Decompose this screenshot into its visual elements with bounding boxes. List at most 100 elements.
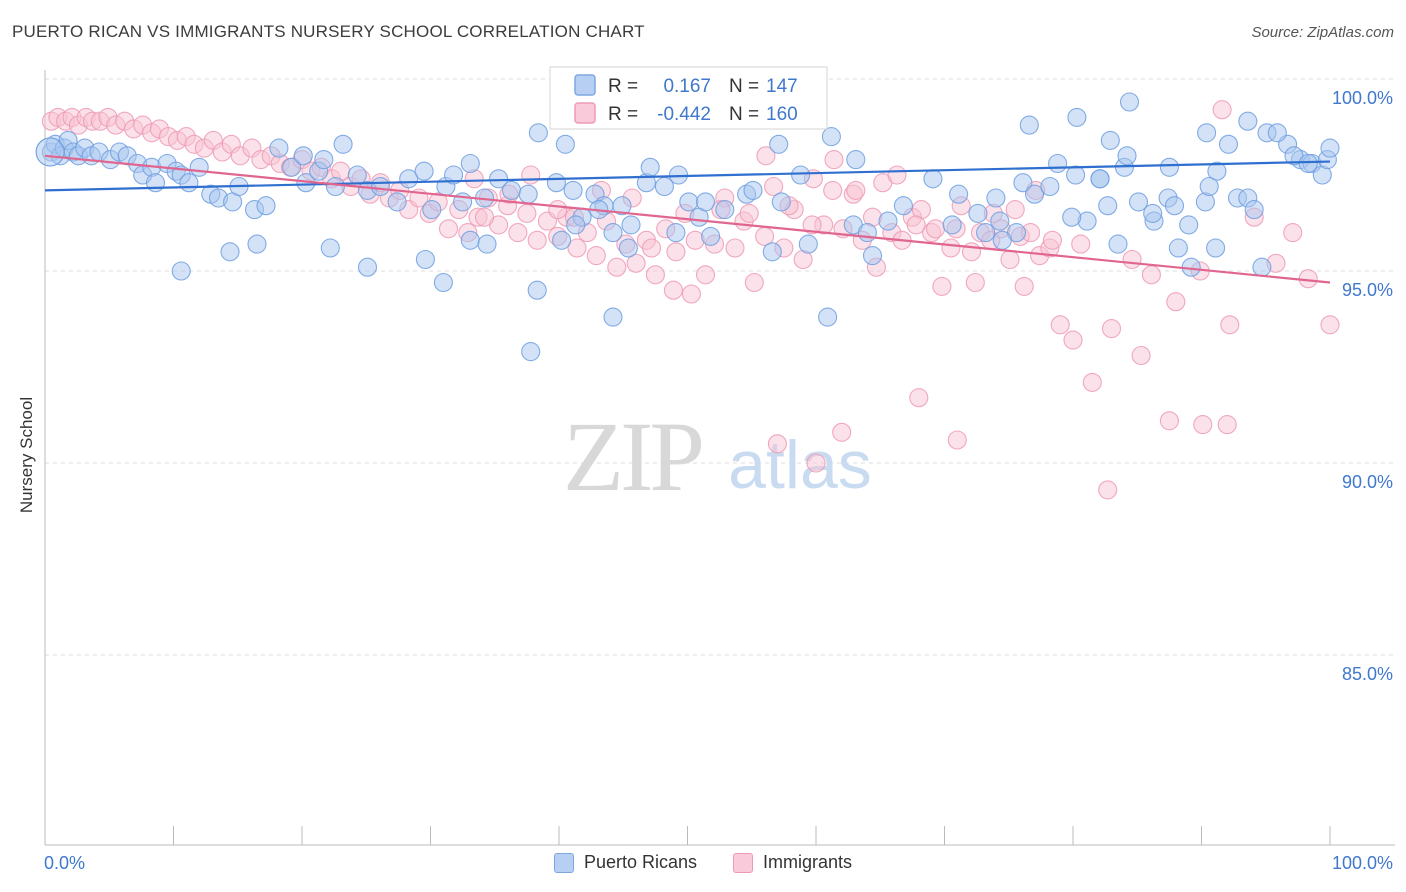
puerto-ricans-point — [1066, 165, 1086, 185]
immigrants-point — [1000, 249, 1020, 270]
puerto-ricans-point — [269, 138, 289, 158]
immigrants-point — [823, 180, 843, 200]
puerto-ricans-point — [1100, 130, 1120, 150]
legend-label-puerto-ricans: Puerto Ricans — [583, 852, 698, 872]
puerto-ricans-point — [1090, 169, 1110, 189]
puerto-ricans-point — [563, 180, 583, 200]
y-tick-label: 85.0% — [1342, 664, 1393, 684]
stats-legend-swatch — [574, 102, 596, 124]
immigrants-point — [1166, 292, 1186, 312]
immigrants-point — [756, 146, 776, 166]
puerto-ricans-point — [1108, 234, 1128, 254]
puerto-ricans-point — [247, 234, 267, 254]
puerto-ricans-point — [314, 150, 334, 170]
puerto-ricans-point — [444, 165, 464, 185]
immigrants-point — [965, 272, 985, 293]
puerto-ricans-point — [433, 272, 453, 293]
puerto-ricans-point — [923, 169, 943, 189]
puerto-ricans-point — [527, 280, 547, 300]
immigrants-point — [764, 176, 784, 197]
puerto-ricans-point — [555, 134, 575, 154]
puerto-ricans-point — [1048, 153, 1068, 174]
puerto-ricans-point — [857, 223, 877, 243]
puerto-ricans-point — [521, 342, 541, 362]
immigrants-point — [739, 203, 759, 223]
source-label: Source: ZipAtlas.com — [1251, 24, 1394, 41]
immigrants-point — [1082, 372, 1102, 392]
x-tick-label-right: 100.0% — [1332, 853, 1393, 873]
puerto-ricans-point — [762, 242, 782, 262]
puerto-ricans-point — [893, 196, 913, 216]
puerto-ricans-point — [846, 150, 866, 170]
puerto-ricans-point — [976, 223, 996, 243]
puerto-ricans-point — [546, 173, 566, 193]
puerto-ricans-point — [1320, 138, 1340, 158]
puerto-ricans-point — [679, 192, 699, 212]
puerto-ricans-point — [415, 249, 435, 270]
puerto-ricans-point — [986, 188, 1006, 208]
puerto-ricans-point — [293, 146, 313, 166]
puerto-ricans-point — [612, 196, 632, 216]
puerto-ricans-point — [1252, 257, 1272, 277]
immigrants-point — [1193, 415, 1213, 435]
puerto-ricans-point — [189, 157, 209, 177]
puerto-ricans-point — [1197, 123, 1217, 143]
stats-legend-n-label: N = — [729, 76, 759, 97]
puerto-ricans-point — [1067, 107, 1087, 127]
puerto-ricans-point — [715, 200, 735, 220]
immigrants-point — [641, 238, 662, 258]
immigrants-point — [1063, 330, 1083, 350]
puerto-ricans-point — [1179, 215, 1199, 235]
puerto-ricans-point — [220, 242, 240, 262]
immigrants-point — [666, 242, 686, 262]
puerto-ricans-point — [769, 134, 789, 154]
puerto-ricans-point — [566, 215, 586, 235]
puerto-ricans-point — [1168, 238, 1188, 258]
puerto-ricans-point — [422, 200, 442, 220]
immigrants-point — [1220, 315, 1240, 335]
immigrants-point — [1320, 315, 1340, 335]
puerto-ricans-point — [1298, 153, 1318, 174]
puerto-ricans-point — [618, 238, 638, 258]
immigrants-point — [744, 272, 764, 293]
puerto-ricans-point — [1159, 157, 1179, 177]
puerto-ricans-point — [1206, 238, 1226, 258]
puerto-ricans-point — [333, 134, 353, 154]
immigrants-point — [806, 453, 826, 473]
puerto-ricans-point — [942, 215, 962, 235]
puerto-ricans-point — [1207, 161, 1227, 181]
puerto-ricans-point — [603, 223, 623, 243]
puerto-ricans-point — [528, 123, 548, 143]
puerto-ricans-point — [992, 230, 1012, 250]
immigrants-point — [508, 223, 528, 243]
puerto-ricans-trend-line — [44, 160, 1331, 192]
puerto-ricans-point — [347, 165, 367, 185]
puerto-ricans-point — [414, 161, 434, 181]
puerto-ricans-point — [666, 223, 686, 243]
immigrants-point — [1098, 480, 1118, 500]
immigrants-point — [1159, 411, 1179, 431]
legend-item-immigrants[interactable]: Immigrants — [733, 852, 852, 873]
puerto-ricans-point — [35, 137, 65, 167]
immigrants-trend-line — [44, 154, 1331, 284]
immigrants-point — [663, 280, 683, 300]
chart-title: PUERTO RICAN VS IMMIGRANTS NURSERY SCHOO… — [12, 22, 645, 41]
puerto-ricans-point — [1013, 173, 1033, 193]
puerto-ricans-point — [798, 234, 818, 254]
legend-swatch-immigrants — [733, 852, 754, 873]
stats-legend-r-label: R = — [608, 104, 638, 125]
puerto-ricans-point — [1019, 115, 1039, 135]
immigrants-point — [1283, 223, 1303, 243]
stats-legend-n-label: N = — [729, 104, 759, 125]
immigrants-point — [695, 265, 716, 285]
y-axis-label: Nursery School — [17, 396, 36, 514]
immigrants-point — [941, 238, 961, 258]
x-tick-label-left: 0.0% — [44, 853, 85, 873]
bottom-legend: Puerto Ricans Immigrants — [0, 852, 1406, 873]
puerto-ricans-point — [387, 192, 407, 212]
immigrants-point — [909, 388, 929, 408]
immigrants-point — [1042, 230, 1062, 250]
legend-item-puerto-ricans[interactable]: Puerto Ricans — [553, 852, 698, 873]
puerto-ricans-point — [1040, 176, 1060, 197]
y-tick-label: 95.0% — [1342, 280, 1393, 300]
